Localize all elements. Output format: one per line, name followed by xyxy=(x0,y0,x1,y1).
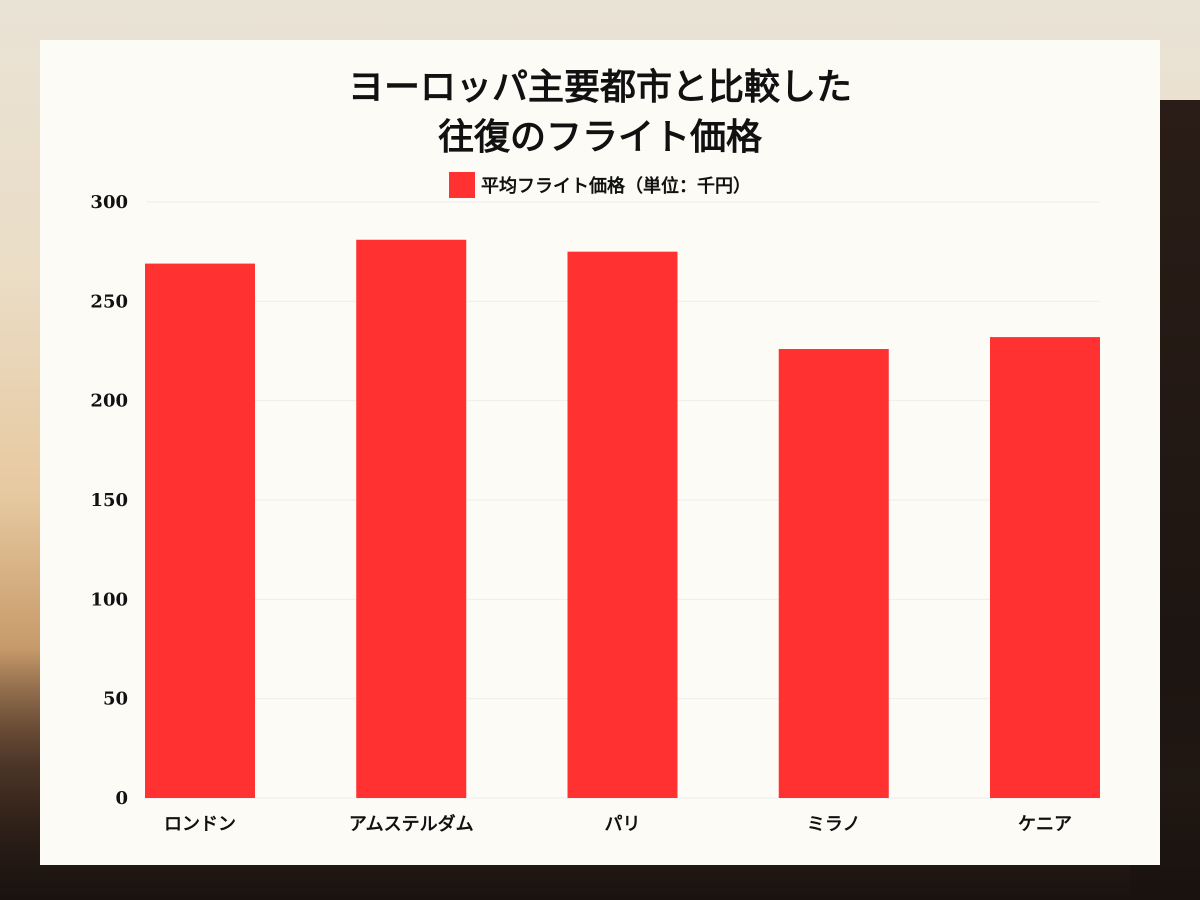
chart-title-line-1: ヨーロッパ主要都市と比較した xyxy=(347,66,852,108)
y-tick-label: 250 xyxy=(90,291,128,312)
legend-swatch xyxy=(449,172,475,198)
bar xyxy=(145,263,255,798)
bar xyxy=(990,337,1100,798)
y-tick-label: 100 xyxy=(90,589,128,610)
chart-legend: 平均フライト価格（単位：千円） xyxy=(40,172,1160,198)
y-tick-label: 0 xyxy=(115,788,128,809)
x-category-label: ロンドン xyxy=(164,814,236,835)
chart-title-line-2: 往復のフライト価格 xyxy=(437,116,762,158)
y-tick-label: 150 xyxy=(90,490,128,511)
bar xyxy=(356,239,467,798)
bar xyxy=(778,349,889,798)
bars xyxy=(145,239,1100,798)
legend-label: 平均フライト価格（単位：千円） xyxy=(481,176,751,197)
y-tick-label: 200 xyxy=(90,391,128,412)
x-category-label: ミラノ xyxy=(807,814,861,835)
y-axis-ticks: 0 50 100 150 200 250 300 xyxy=(90,192,128,809)
bar xyxy=(567,251,678,798)
chart-title: ヨーロッパ主要都市と比較した 往復のフライト価格 xyxy=(40,62,1160,162)
bar-chart-plot: 0 50 100 150 200 250 300 ロンドン アムステルダム パリ ミラノ ケニア xyxy=(90,192,1100,835)
x-category-label: アムステルダム xyxy=(349,813,474,835)
x-category-label: ケニア xyxy=(1018,814,1072,835)
y-tick-label: 300 xyxy=(90,192,128,213)
y-tick-label: 50 xyxy=(103,689,128,710)
chart-card: ヨーロッパ主要都市と比較した 往復のフライト価格 平均フライト価格（単位：千円）… xyxy=(40,40,1160,865)
x-category-label: パリ xyxy=(605,814,641,835)
x-axis-categories: ロンドン アムステルダム パリ ミラノ ケニア xyxy=(164,813,1072,835)
